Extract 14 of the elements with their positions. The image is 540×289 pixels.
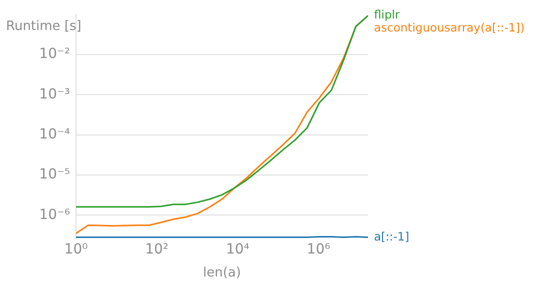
series-label: fliplr: [374, 8, 400, 22]
x-tick-label: 10²: [145, 242, 169, 258]
x-tick-label: 10⁴: [226, 242, 250, 258]
y-tick-label: 10⁻⁵: [39, 166, 70, 183]
x-tick-label: 10⁰: [64, 242, 88, 258]
x-axis-title: len(a): [203, 266, 241, 281]
y-axis-title: Runtime [s]: [6, 18, 82, 34]
y-tick-label: 10⁻⁴: [39, 126, 70, 142]
y-tick-label: 10⁻²: [39, 46, 70, 62]
series-label: ascontiguousarray(a[::-1]): [374, 20, 525, 35]
series-label: a[::-1]: [374, 229, 410, 244]
y-tick-label: 10⁻⁶: [39, 206, 70, 223]
y-tick-label: 10⁻³: [39, 86, 70, 102]
x-tick-label: 10⁶: [306, 242, 331, 258]
